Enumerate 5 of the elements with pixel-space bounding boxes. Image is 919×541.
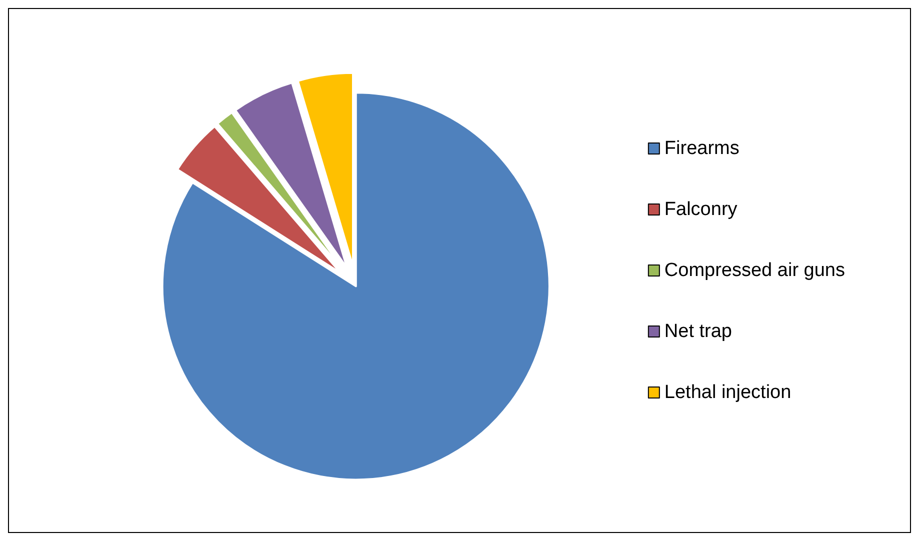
legend-label: Falconry (664, 199, 738, 220)
legend-label: Lethal injection (664, 382, 792, 403)
legend-label: Net trap (664, 321, 732, 342)
legend-label: Firearms (664, 138, 740, 159)
legend-label: Compressed air guns (664, 260, 846, 281)
